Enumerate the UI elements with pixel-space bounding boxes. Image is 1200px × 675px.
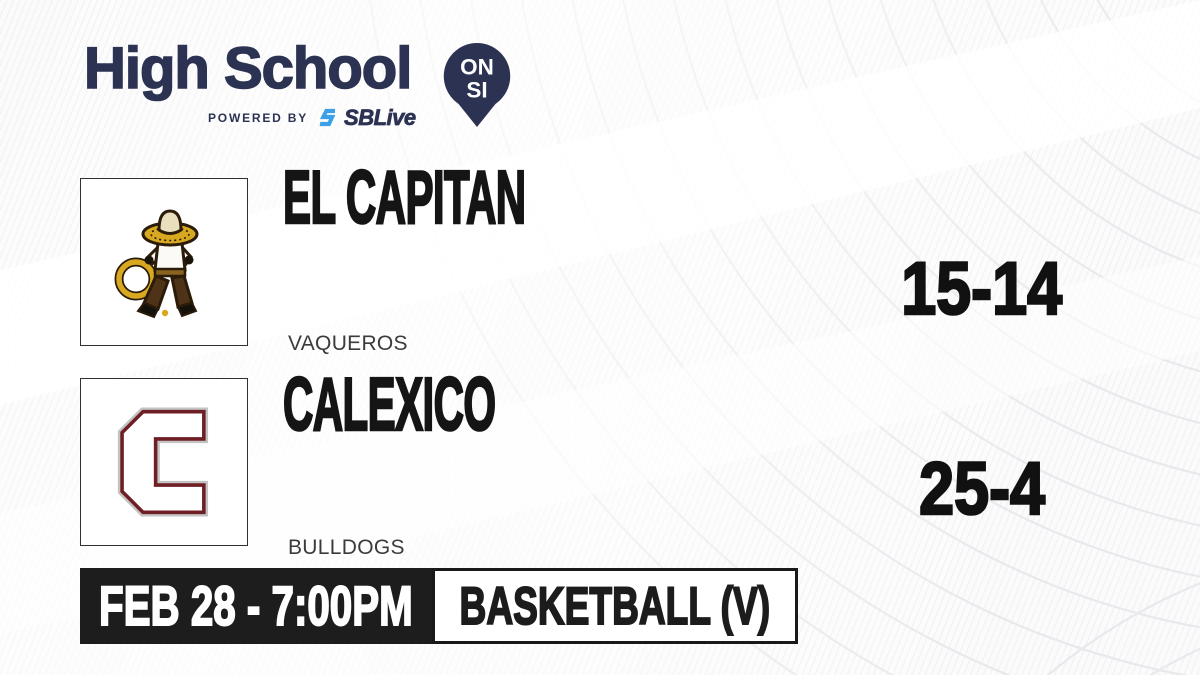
sblive-bolt-icon [319, 108, 336, 127]
team-name: EL CAPITAN [282, 155, 527, 239]
team-mascot-label: VAQUEROS [288, 332, 408, 355]
team-record: 25-4 [918, 447, 1046, 530]
powered-by-label: POWERED BY [208, 111, 309, 125]
powered-by-row: POWERED BY SBLive [208, 105, 416, 131]
team-record: 15-14 [900, 247, 1063, 330]
high-school-brand-wordmark: High School [83, 36, 413, 101]
game-datetime-badge: FEB 28 - 7:00PM [80, 568, 432, 644]
el-capitan-vaquero-logo [114, 209, 199, 319]
pin-text-on: ON [460, 54, 494, 79]
team-logo-box [80, 378, 248, 546]
team-mascot-label: BULLDOGS [288, 536, 405, 559]
sblive-wordmark: SBLive [344, 105, 417, 131]
calexico-block-c-logo [117, 407, 209, 517]
sport-level-badge: BASKETBALL (V) [432, 568, 798, 644]
pin-text-si: SI [466, 78, 487, 103]
team-name: CALEXICO [282, 362, 497, 446]
on-si-pin-icon: ON SI [443, 42, 511, 128]
team-logo-box [80, 178, 248, 346]
